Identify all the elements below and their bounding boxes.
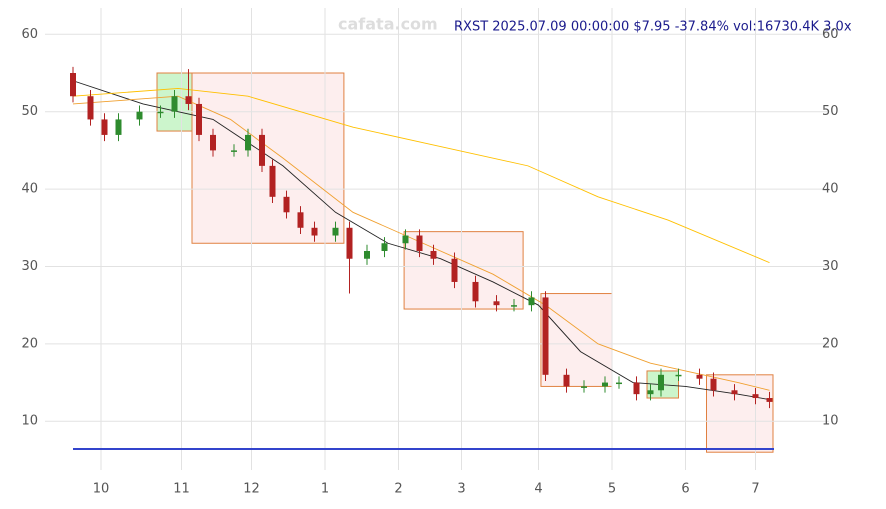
candle-body [472, 281, 479, 302]
candle-body [259, 134, 265, 166]
candle-body [511, 305, 517, 307]
x-tick-label: 7 [751, 482, 759, 497]
candle-body [581, 386, 587, 388]
y-tick-label-right: 10 [822, 414, 839, 429]
candle-body [752, 394, 759, 399]
candle-body [402, 235, 409, 244]
moving-average [72, 95, 770, 391]
x-tick-label: 5 [608, 482, 616, 497]
candle-body [563, 374, 570, 387]
boxes [156, 72, 774, 453]
range-box [540, 293, 613, 387]
x-tick-label: 6 [681, 482, 689, 497]
candle-body [528, 297, 535, 306]
candle-body [210, 134, 216, 151]
x-tick-label: 4 [534, 482, 542, 497]
candle-body [766, 398, 773, 402]
candle-body [283, 196, 290, 213]
candle-body [381, 243, 388, 251]
candle-body [157, 111, 164, 114]
candle-body [451, 258, 458, 282]
candle-body [269, 165, 276, 197]
range-box [706, 374, 774, 453]
x-tick-label: 3 [457, 482, 465, 497]
candle-body [675, 374, 682, 377]
chart-title: RXST 2025.07.09 00:00:00 $7.95 -37.84% v… [454, 20, 852, 35]
candle-body [87, 96, 94, 120]
candle-body [602, 382, 608, 387]
candle-body [231, 150, 237, 152]
candle-body [658, 374, 664, 391]
candle-body [647, 390, 654, 395]
y-tick-label-right: 50 [822, 104, 839, 119]
moving-average [72, 88, 770, 264]
y-tick-label: 60 [21, 27, 38, 42]
candle-body [196, 103, 202, 135]
y-tick-label-right: 40 [822, 182, 839, 197]
candle-body [171, 96, 178, 112]
moving-average [72, 80, 770, 401]
x-tick-label: 11 [173, 482, 190, 497]
range-box [191, 72, 345, 244]
candle-body [710, 378, 717, 391]
range-box [403, 231, 524, 310]
candle-body [696, 374, 703, 379]
y-tick-label: 20 [21, 336, 38, 351]
candle-body [542, 297, 549, 375]
y-tick-label: 30 [21, 259, 38, 274]
candle-body [297, 212, 304, 228]
candle-body [364, 250, 370, 259]
candle-body [332, 227, 339, 236]
candle-body [416, 235, 423, 251]
y-tick-label-right: 20 [822, 336, 839, 351]
candle-body [101, 119, 108, 135]
y-tick-label: 40 [21, 182, 38, 197]
candle-body [493, 301, 500, 306]
candle-body [70, 73, 76, 97]
candle-body [616, 382, 622, 385]
x-tick-label: 2 [394, 482, 402, 497]
candles [70, 66, 773, 409]
candle-body [346, 227, 353, 259]
lines [72, 80, 770, 401]
candle-body [245, 134, 251, 151]
candle-body [136, 111, 143, 120]
candle-body [633, 382, 640, 395]
candle-body [731, 390, 738, 395]
y-tick-label: 10 [21, 414, 38, 429]
candle-body [185, 96, 192, 104]
y-tick-label-right: 30 [822, 259, 839, 274]
x-tick-label: 12 [243, 482, 260, 497]
y-tick-label: 50 [21, 104, 38, 119]
watermark: cafata.com [338, 15, 438, 34]
x-tick-label: 10 [93, 482, 110, 497]
candle-body [430, 250, 437, 259]
candle-body [311, 227, 318, 236]
candle-body [115, 119, 122, 135]
x-tick-label: 1 [321, 482, 329, 497]
y-tick-label-right: 60 [822, 27, 839, 42]
grid [45, 8, 829, 470]
